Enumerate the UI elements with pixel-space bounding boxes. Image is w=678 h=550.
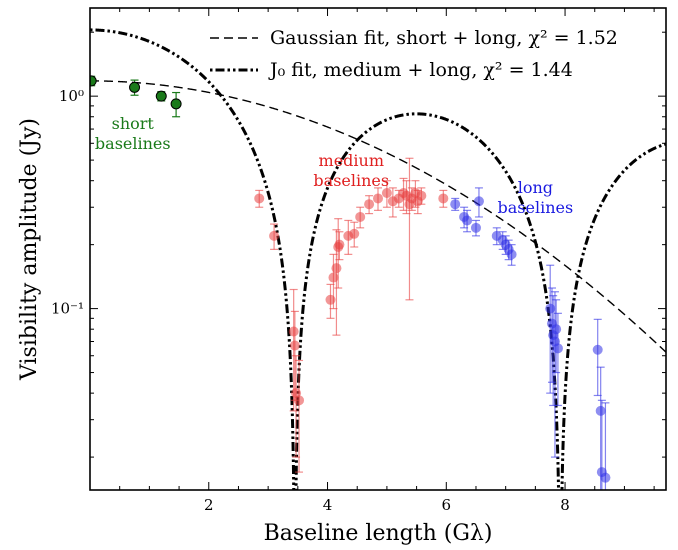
gaussian-fit-curve [90, 80, 666, 353]
data-point [470, 219, 481, 237]
y-tick-label: 10⁰ [59, 87, 84, 105]
data-point [90, 75, 97, 87]
data-marker [470, 222, 481, 233]
data-marker [294, 395, 305, 406]
data-marker [331, 263, 342, 274]
data-point [462, 209, 473, 233]
data-point [364, 195, 375, 215]
data-point [416, 187, 427, 205]
x-tick-label: 2 [204, 496, 214, 514]
data-point [334, 231, 345, 261]
data-marker [349, 228, 360, 239]
data-marker [416, 190, 427, 201]
annotation-line: short [112, 114, 155, 133]
data-marker [592, 344, 603, 355]
y-axis-title: Visibility amplitude (Jy) [17, 118, 42, 381]
data-point [155, 90, 167, 102]
data-marker [373, 193, 383, 204]
data-marker [595, 405, 606, 416]
data-point [450, 197, 461, 211]
data-point [506, 244, 517, 266]
data-points [90, 75, 611, 490]
data-marker [506, 249, 517, 260]
y-tick-label: 10⁻¹ [51, 300, 84, 318]
data-marker [334, 239, 345, 250]
data-point [600, 402, 611, 490]
data-marker [438, 193, 449, 204]
bessel_j0-fit-curve [90, 28, 666, 490]
data-point [294, 359, 305, 473]
data-marker [269, 230, 280, 241]
data-marker [155, 90, 167, 102]
data-marker [381, 188, 392, 199]
data-point [355, 206, 366, 229]
x-axis-title: Baseline length (Gλ) [264, 521, 493, 546]
x-tick-label: 6 [442, 496, 452, 514]
data-marker [551, 324, 562, 335]
data-point [373, 187, 383, 211]
annotation-line: baselines [95, 134, 171, 153]
data-marker [288, 326, 299, 337]
data-point [170, 91, 182, 118]
tick-labels: 2 4 6 8 10⁰ 10⁻¹ [51, 87, 570, 514]
data-point [404, 157, 415, 301]
data-point [438, 189, 449, 208]
data-point [254, 189, 265, 208]
annotation-label: short baselines [95, 114, 171, 153]
annotation-line: baselines [498, 198, 574, 217]
data-point [381, 180, 392, 208]
data-marker [462, 215, 473, 226]
data-marker [355, 211, 366, 222]
annotation-line: long [518, 178, 553, 197]
data-marker [552, 343, 563, 354]
data-marker [450, 199, 461, 210]
x-tick-label: 8 [560, 496, 570, 514]
data-point [473, 187, 484, 218]
data-marker [473, 196, 484, 207]
annotation-line: baselines [313, 171, 389, 190]
data-marker [90, 75, 97, 87]
legend: Gaussian fit, short + long, χ² = 1.52 J₀ … [210, 27, 618, 81]
data-marker [129, 81, 141, 93]
data-marker [364, 199, 375, 210]
x-tick-label: 4 [323, 496, 333, 514]
data-point [269, 223, 280, 250]
data-point [552, 312, 563, 407]
data-marker [600, 472, 611, 483]
legend-label: J₀ fit, medium + long, χ² = 1.44 [268, 59, 573, 81]
annotation-label: medium baselines [313, 151, 389, 190]
legend-label: Gaussian fit, short + long, χ² = 1.52 [270, 27, 618, 49]
data-marker [170, 98, 182, 110]
data-point [349, 221, 360, 248]
data-point [129, 79, 141, 96]
data-point [551, 299, 562, 374]
data-marker [289, 340, 300, 351]
annotation-label: long baselines [498, 178, 574, 217]
data-marker [254, 193, 265, 204]
plot-frame [89, 7, 667, 491]
annotation-line: medium [319, 151, 384, 170]
model-curves [90, 28, 666, 490]
